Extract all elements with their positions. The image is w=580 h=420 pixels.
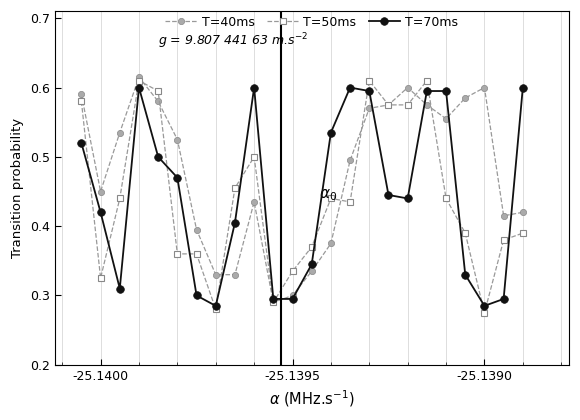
T=50ms: [462, 231, 469, 236]
T=70ms: [155, 154, 162, 159]
T=40ms: [78, 92, 85, 97]
T=70ms: [212, 303, 219, 308]
Line: T=70ms: T=70ms: [78, 84, 527, 310]
T=70ms: [519, 85, 526, 90]
T=40ms: [231, 272, 238, 277]
T=50ms: [212, 307, 219, 312]
T=40ms: [308, 269, 315, 274]
T=40ms: [251, 200, 258, 205]
T=50ms: [117, 196, 124, 201]
T=50ms: [481, 310, 488, 315]
T=40ms: [519, 210, 526, 215]
T=70ms: [251, 85, 258, 90]
T=50ms: [443, 196, 450, 201]
T=50ms: [270, 300, 277, 305]
T=40ms: [212, 272, 219, 277]
T=50ms: [136, 78, 143, 83]
T=50ms: [308, 244, 315, 249]
T=50ms: [366, 78, 373, 83]
T=40ms: [385, 102, 392, 108]
T=40ms: [443, 116, 450, 121]
T=40ms: [462, 95, 469, 100]
T=70ms: [136, 85, 143, 90]
T=70ms: [289, 297, 296, 302]
T=50ms: [519, 231, 526, 236]
T=50ms: [193, 251, 200, 256]
T=40ms: [289, 293, 296, 298]
T=40ms: [481, 85, 488, 90]
Text: $g$ = 9.807 441 63 m.s$^{-2}$: $g$ = 9.807 441 63 m.s$^{-2}$: [158, 32, 309, 51]
T=70ms: [385, 192, 392, 197]
T=40ms: [136, 75, 143, 80]
T=70ms: [404, 196, 411, 201]
Line: T=40ms: T=40ms: [78, 74, 526, 305]
Text: $\alpha_0$: $\alpha_0$: [320, 187, 338, 203]
Legend: T=40ms, T=50ms, T=70ms: T=40ms, T=50ms, T=70ms: [161, 10, 463, 34]
T=50ms: [385, 102, 392, 108]
T=40ms: [423, 102, 430, 108]
Line: T=50ms: T=50ms: [78, 78, 526, 316]
T=40ms: [174, 137, 181, 142]
T=70ms: [500, 297, 507, 302]
T=70ms: [423, 89, 430, 94]
T=50ms: [155, 89, 162, 94]
T=50ms: [97, 276, 104, 281]
Y-axis label: Transition probability: Transition probability: [11, 118, 24, 258]
T=50ms: [347, 200, 354, 205]
T=70ms: [347, 85, 354, 90]
T=40ms: [404, 85, 411, 90]
T=70ms: [462, 272, 469, 277]
T=40ms: [328, 241, 335, 246]
T=50ms: [500, 237, 507, 242]
T=40ms: [117, 130, 124, 135]
X-axis label: $\alpha$ (MHz.s$^{-1}$): $\alpha$ (MHz.s$^{-1}$): [269, 388, 354, 409]
T=50ms: [289, 269, 296, 274]
T=70ms: [308, 262, 315, 267]
T=70ms: [328, 130, 335, 135]
T=50ms: [423, 78, 430, 83]
T=40ms: [155, 99, 162, 104]
T=70ms: [366, 89, 373, 94]
T=70ms: [231, 220, 238, 225]
T=40ms: [193, 227, 200, 232]
T=70ms: [174, 175, 181, 180]
T=40ms: [500, 213, 507, 218]
T=50ms: [174, 251, 181, 256]
T=40ms: [270, 300, 277, 305]
T=70ms: [270, 297, 277, 302]
T=50ms: [328, 196, 335, 201]
T=50ms: [404, 102, 411, 108]
T=50ms: [78, 99, 85, 104]
T=40ms: [366, 106, 373, 111]
T=40ms: [97, 189, 104, 194]
T=50ms: [231, 186, 238, 191]
T=70ms: [193, 293, 200, 298]
T=40ms: [347, 158, 354, 163]
T=70ms: [97, 210, 104, 215]
T=70ms: [117, 286, 124, 291]
T=70ms: [443, 89, 450, 94]
T=70ms: [78, 140, 85, 145]
T=50ms: [251, 154, 258, 159]
T=70ms: [481, 303, 488, 308]
